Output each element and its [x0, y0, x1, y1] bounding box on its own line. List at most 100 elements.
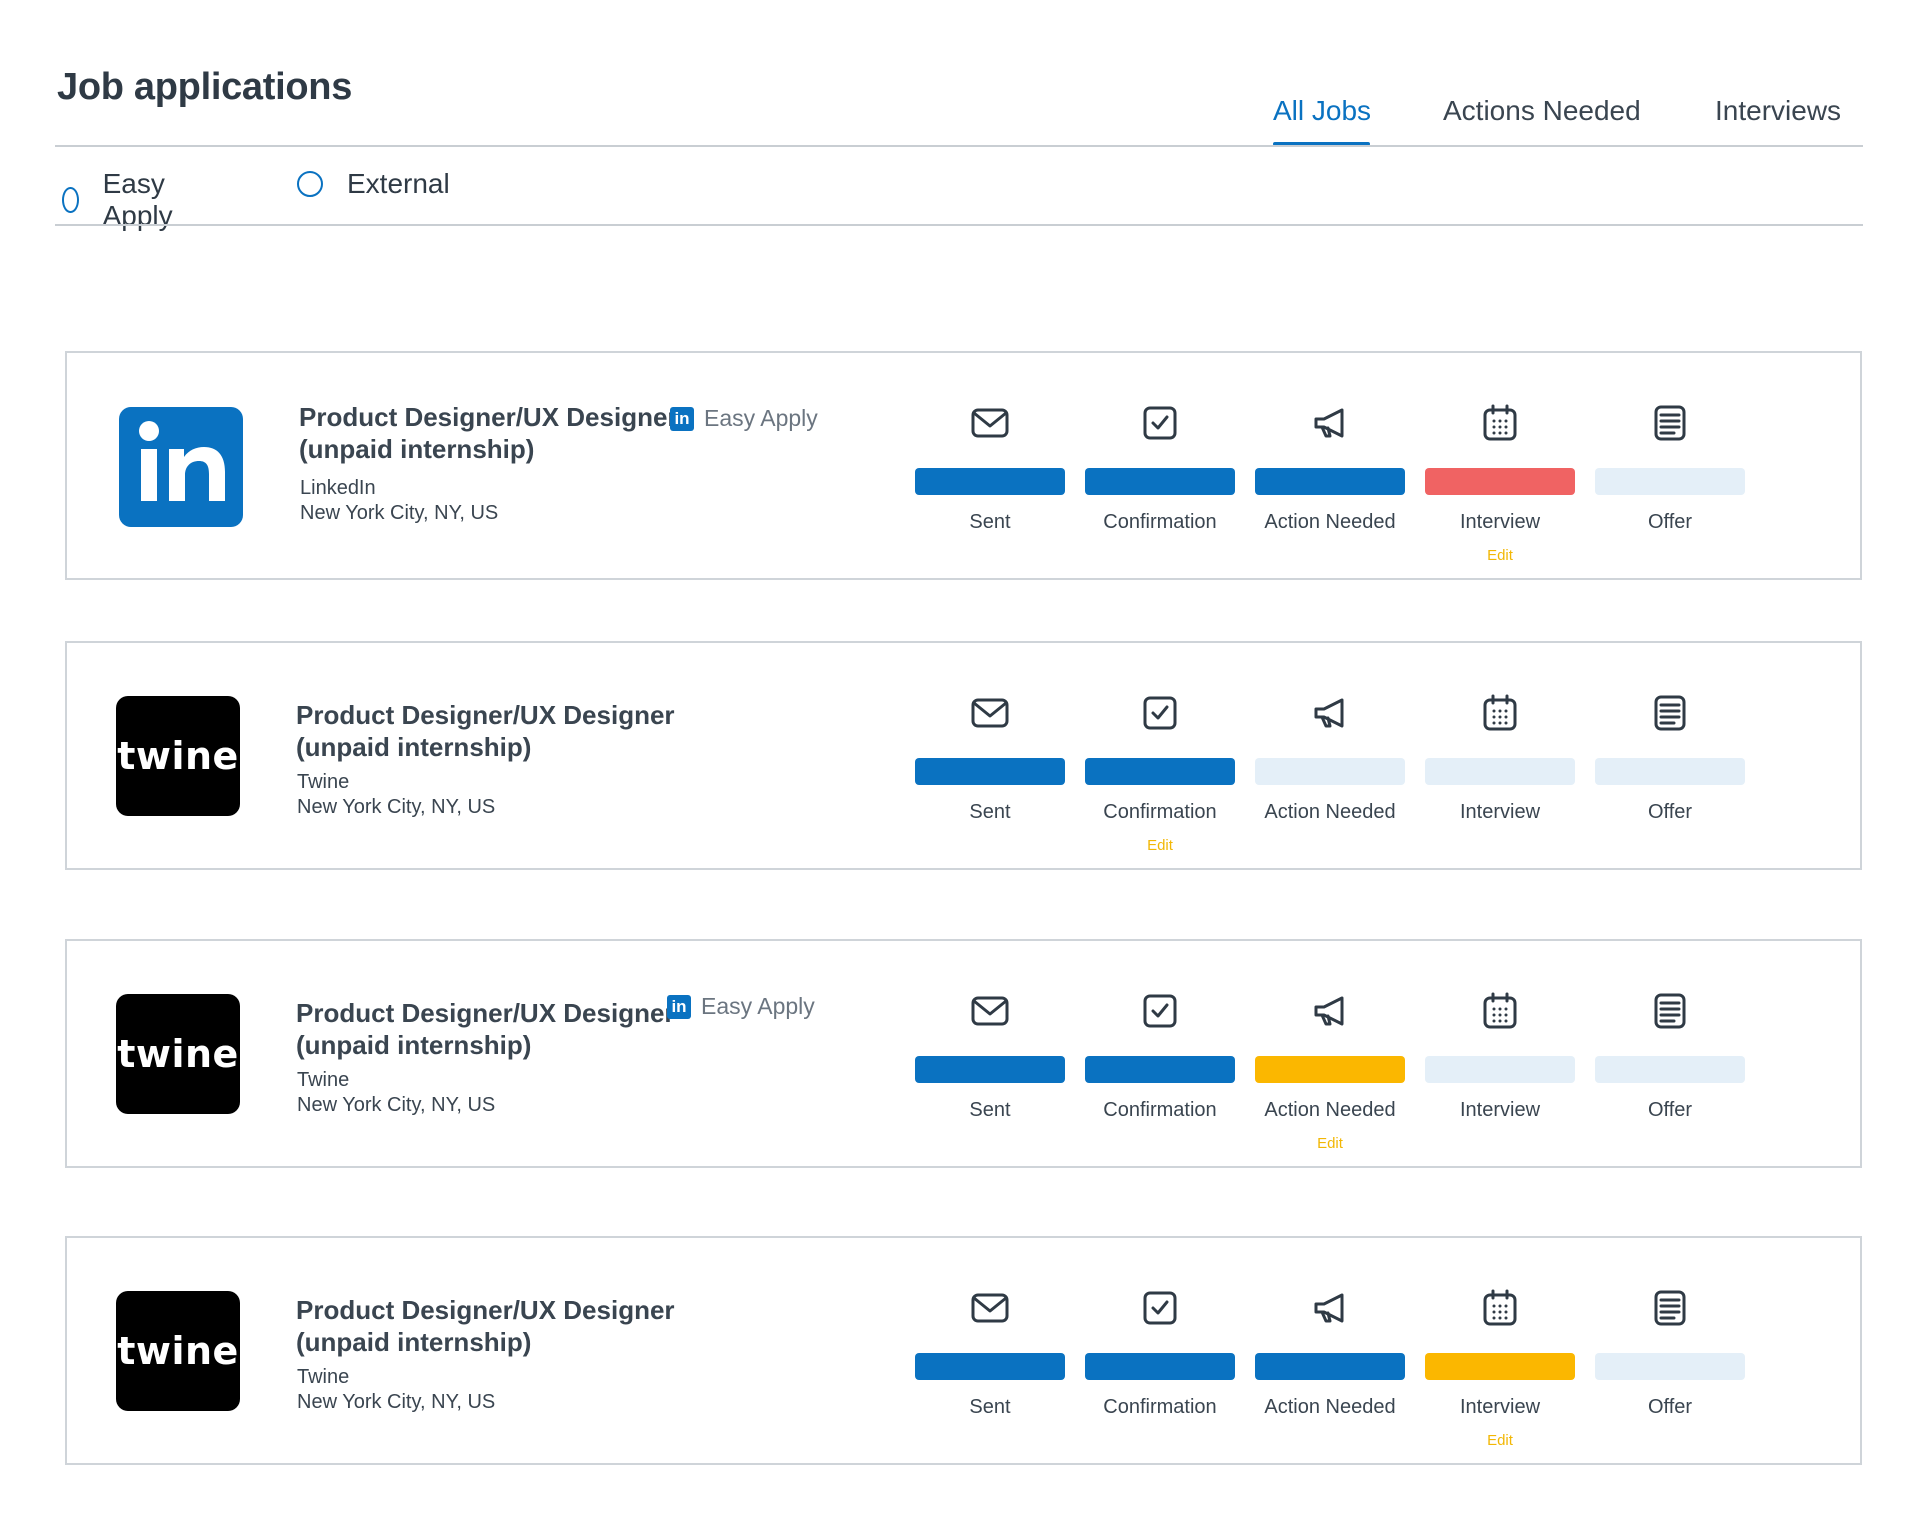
stage-label: Offer: [1647, 1396, 1693, 1418]
stage-progress-bar: [1085, 1353, 1235, 1380]
easy-apply-label: Easy Apply: [102, 168, 173, 231]
job-title-line1: Product Designer/UX Designer: [296, 700, 675, 730]
job-title[interactable]: Product Designer/UX Designer (unpaid int…: [296, 1294, 676, 1358]
company-name: Twine: [297, 1069, 350, 1091]
calendar-icon: [1478, 691, 1522, 735]
company-name: LinkedIn: [300, 477, 376, 499]
tab-all-jobs[interactable]: All Jobs: [1273, 95, 1372, 126]
easy-apply-badge-label: Easy Apply: [704, 405, 818, 431]
stage-progress-bar: [915, 1353, 1065, 1380]
mail-icon: [968, 401, 1012, 445]
filter-easy-apply[interactable]: Easy Apply: [62, 168, 182, 232]
linkedin-badge-icon: in: [670, 406, 694, 431]
stage-label: Interview: [1459, 1099, 1541, 1121]
tab-interviews[interactable]: Interviews: [1715, 95, 1842, 126]
stage-progress-bar: [1595, 468, 1745, 495]
application-card[interactable]: Product Designer/UX Designer (unpaid int…: [65, 351, 1862, 580]
stage-progress-bar: [915, 468, 1065, 495]
stage-label: Interview: [1459, 511, 1541, 533]
stage-progress-bar: [1595, 758, 1745, 785]
job-title-line2: (unpaid internship): [299, 434, 535, 464]
job-title[interactable]: Product Designer/UX Designer (unpaid int…: [296, 699, 676, 763]
filters-divider: [55, 224, 1863, 226]
document-icon: [1648, 691, 1692, 735]
edit-link[interactable]: Edit: [1487, 547, 1513, 564]
stage-progress-bar: [1255, 468, 1405, 495]
job-title-line2: (unpaid internship): [296, 732, 532, 762]
stage-label: Action Needed: [1264, 801, 1396, 823]
mail-icon: [968, 1286, 1012, 1330]
mail-icon: [968, 691, 1012, 735]
linkedin-badge-icon: in: [667, 994, 691, 1019]
easy-apply-badge-label: Easy Apply: [701, 993, 815, 1019]
mail-icon: [968, 989, 1012, 1033]
stage-progress-bar: [1085, 468, 1235, 495]
external-label: External: [347, 168, 450, 199]
easy-apply-badge: in Easy Apply: [667, 993, 815, 1020]
stage-label: Sent: [969, 1099, 1011, 1121]
stage-label: Action Needed: [1264, 511, 1396, 533]
calendar-icon: [1478, 401, 1522, 445]
twine-logo-text: twine: [117, 734, 239, 778]
company-name: Twine: [297, 1366, 350, 1388]
stage-label: Action Needed: [1264, 1396, 1396, 1418]
check-square-icon: [1138, 691, 1182, 735]
stage-label: Confirmation: [1103, 1396, 1217, 1418]
stage-label: Offer: [1647, 801, 1693, 823]
stage-progress-bar: [1595, 1056, 1745, 1083]
stage-label: Confirmation: [1103, 511, 1217, 533]
stage-label: Sent: [969, 511, 1011, 533]
stage-progress-bar: [1595, 1353, 1745, 1380]
job-title-line1: Product Designer/UX Designer: [296, 998, 675, 1028]
job-title[interactable]: Product Designer/UX Designer (unpaid int…: [299, 401, 679, 465]
stage-label: Sent: [969, 1396, 1011, 1418]
check-square-icon: [1138, 401, 1182, 445]
stage-progress-bar: [1255, 1353, 1405, 1380]
edit-link[interactable]: Edit: [1147, 837, 1173, 854]
stage-progress-bar: [915, 758, 1065, 785]
application-card[interactable]: twine Product Designer/UX Designer (unpa…: [65, 1236, 1862, 1465]
edit-link[interactable]: Edit: [1487, 1432, 1513, 1449]
application-card[interactable]: twine Product Designer/UX Designer (unpa…: [65, 641, 1862, 870]
job-location: New York City, NY, US: [297, 1391, 496, 1413]
external-radio[interactable]: [297, 171, 323, 197]
stage-label: Interview: [1459, 801, 1541, 823]
calendar-icon: [1478, 1286, 1522, 1330]
filter-external[interactable]: External: [297, 168, 450, 200]
twine-logo-text: twine: [117, 1032, 239, 1076]
stage-progress-bar: [1425, 758, 1575, 785]
stage-label: Offer: [1647, 1099, 1693, 1121]
edit-link[interactable]: Edit: [1317, 1135, 1343, 1152]
application-card[interactable]: twine Product Designer/UX Designer (unpa…: [65, 939, 1862, 1168]
document-icon: [1648, 989, 1692, 1033]
megaphone-icon: [1308, 691, 1352, 735]
job-location: New York City, NY, US: [297, 1094, 496, 1116]
twine-logo-text: twine: [117, 1329, 239, 1373]
stage-progress-bar: [1425, 1353, 1575, 1380]
page-title: Job applications: [57, 66, 353, 108]
job-location: New York City, NY, US: [297, 796, 496, 818]
stage-progress-bar: [1255, 1056, 1405, 1083]
megaphone-icon: [1308, 989, 1352, 1033]
job-title-line1: Product Designer/UX Designer: [296, 1295, 675, 1325]
document-icon: [1648, 1286, 1692, 1330]
megaphone-icon: [1308, 401, 1352, 445]
stage-progress-bar: [1425, 468, 1575, 495]
easy-apply-radio[interactable]: [62, 187, 79, 213]
twine-logo: twine: [116, 1291, 240, 1411]
stage-label: Confirmation: [1103, 1099, 1217, 1121]
tab-bar: All Jobs Actions Needed Interviews: [0, 95, 1911, 147]
stage-progress-bar: [1425, 1056, 1575, 1083]
tab-actions-needed[interactable]: Actions Needed: [1443, 95, 1641, 126]
job-location: New York City, NY, US: [300, 502, 499, 524]
stage-label: Confirmation: [1103, 801, 1217, 823]
twine-logo: twine: [116, 994, 240, 1114]
job-title[interactable]: Product Designer/UX Designer (unpaid int…: [296, 997, 676, 1061]
tabs-divider: [55, 145, 1863, 147]
active-tab-indicator: [1273, 142, 1370, 146]
calendar-icon: [1478, 989, 1522, 1033]
stage-progress-bar: [1255, 758, 1405, 785]
megaphone-icon: [1308, 1286, 1352, 1330]
stage-label: Interview: [1459, 1396, 1541, 1418]
document-icon: [1648, 401, 1692, 445]
